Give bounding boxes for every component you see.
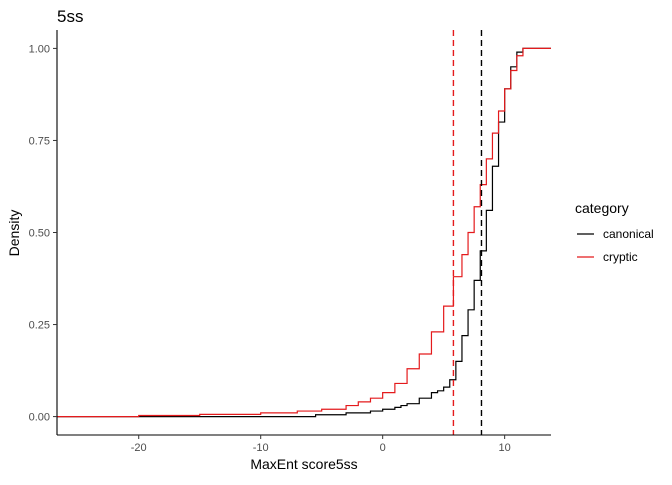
x-tick-label: 0 (380, 442, 386, 454)
chart-title: 5ss (57, 7, 83, 26)
y-tick-label: 0.50 (29, 228, 50, 240)
legend-title: category (575, 200, 629, 216)
legend-label-cryptic: cryptic (603, 250, 638, 264)
y-tick-label: 1.00 (29, 43, 50, 55)
x-tick-label: 10 (499, 442, 511, 454)
x-axis-title: MaxEnt score5ss (250, 456, 357, 472)
y-tick-label: 0.25 (29, 320, 50, 332)
y-tick-label: 0.00 (29, 412, 50, 424)
axes: -20 -10 0 10 0.00 0.25 0.50 0.75 1.00 (29, 30, 551, 454)
legend-label-canonical: canonical (603, 227, 654, 241)
series-line-cryptic (57, 47, 551, 418)
plot-area (57, 30, 551, 435)
y-tick-label: 0.75 (29, 135, 50, 147)
y-axis-title: Density (6, 210, 22, 257)
x-tick-label: -10 (253, 442, 269, 454)
legend: category canonical cryptic (575, 200, 654, 264)
series-line-canonical (57, 47, 551, 418)
x-tick-label: -20 (131, 442, 147, 454)
